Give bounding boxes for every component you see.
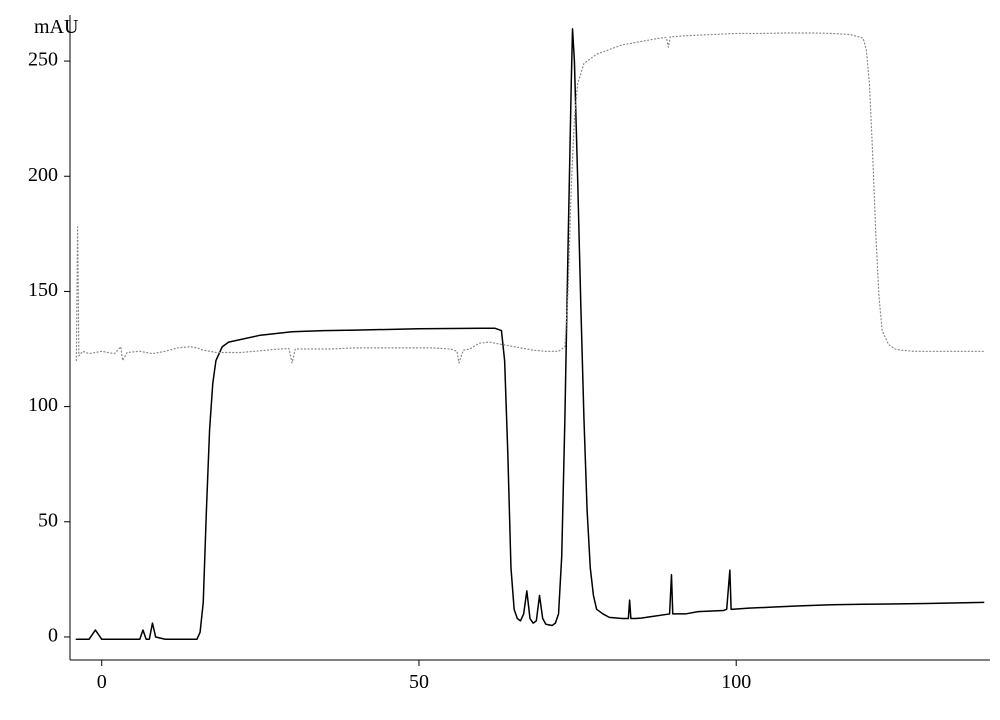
chromatogram-chart: 0 50 100 150 200 250 mAU 0 50 100	[0, 0, 1000, 720]
y-axis-label: mAU	[34, 16, 79, 38]
y-tick-label: 200	[28, 164, 58, 186]
y-tick-label: 50	[38, 509, 58, 531]
chart-svg: 0 50 100 150 200 250 mAU 0 50 100	[0, 0, 1000, 720]
x-tick-label: 100	[721, 671, 751, 693]
x-tick-label: 0	[97, 671, 107, 693]
y-tick-label: 150	[28, 279, 58, 301]
y-tick-label: 100	[28, 394, 58, 416]
y-tick-label: 250	[28, 49, 58, 71]
plot-background	[0, 0, 1000, 720]
x-tick-label: 50	[409, 671, 429, 693]
y-tick-label: 0	[48, 625, 58, 647]
